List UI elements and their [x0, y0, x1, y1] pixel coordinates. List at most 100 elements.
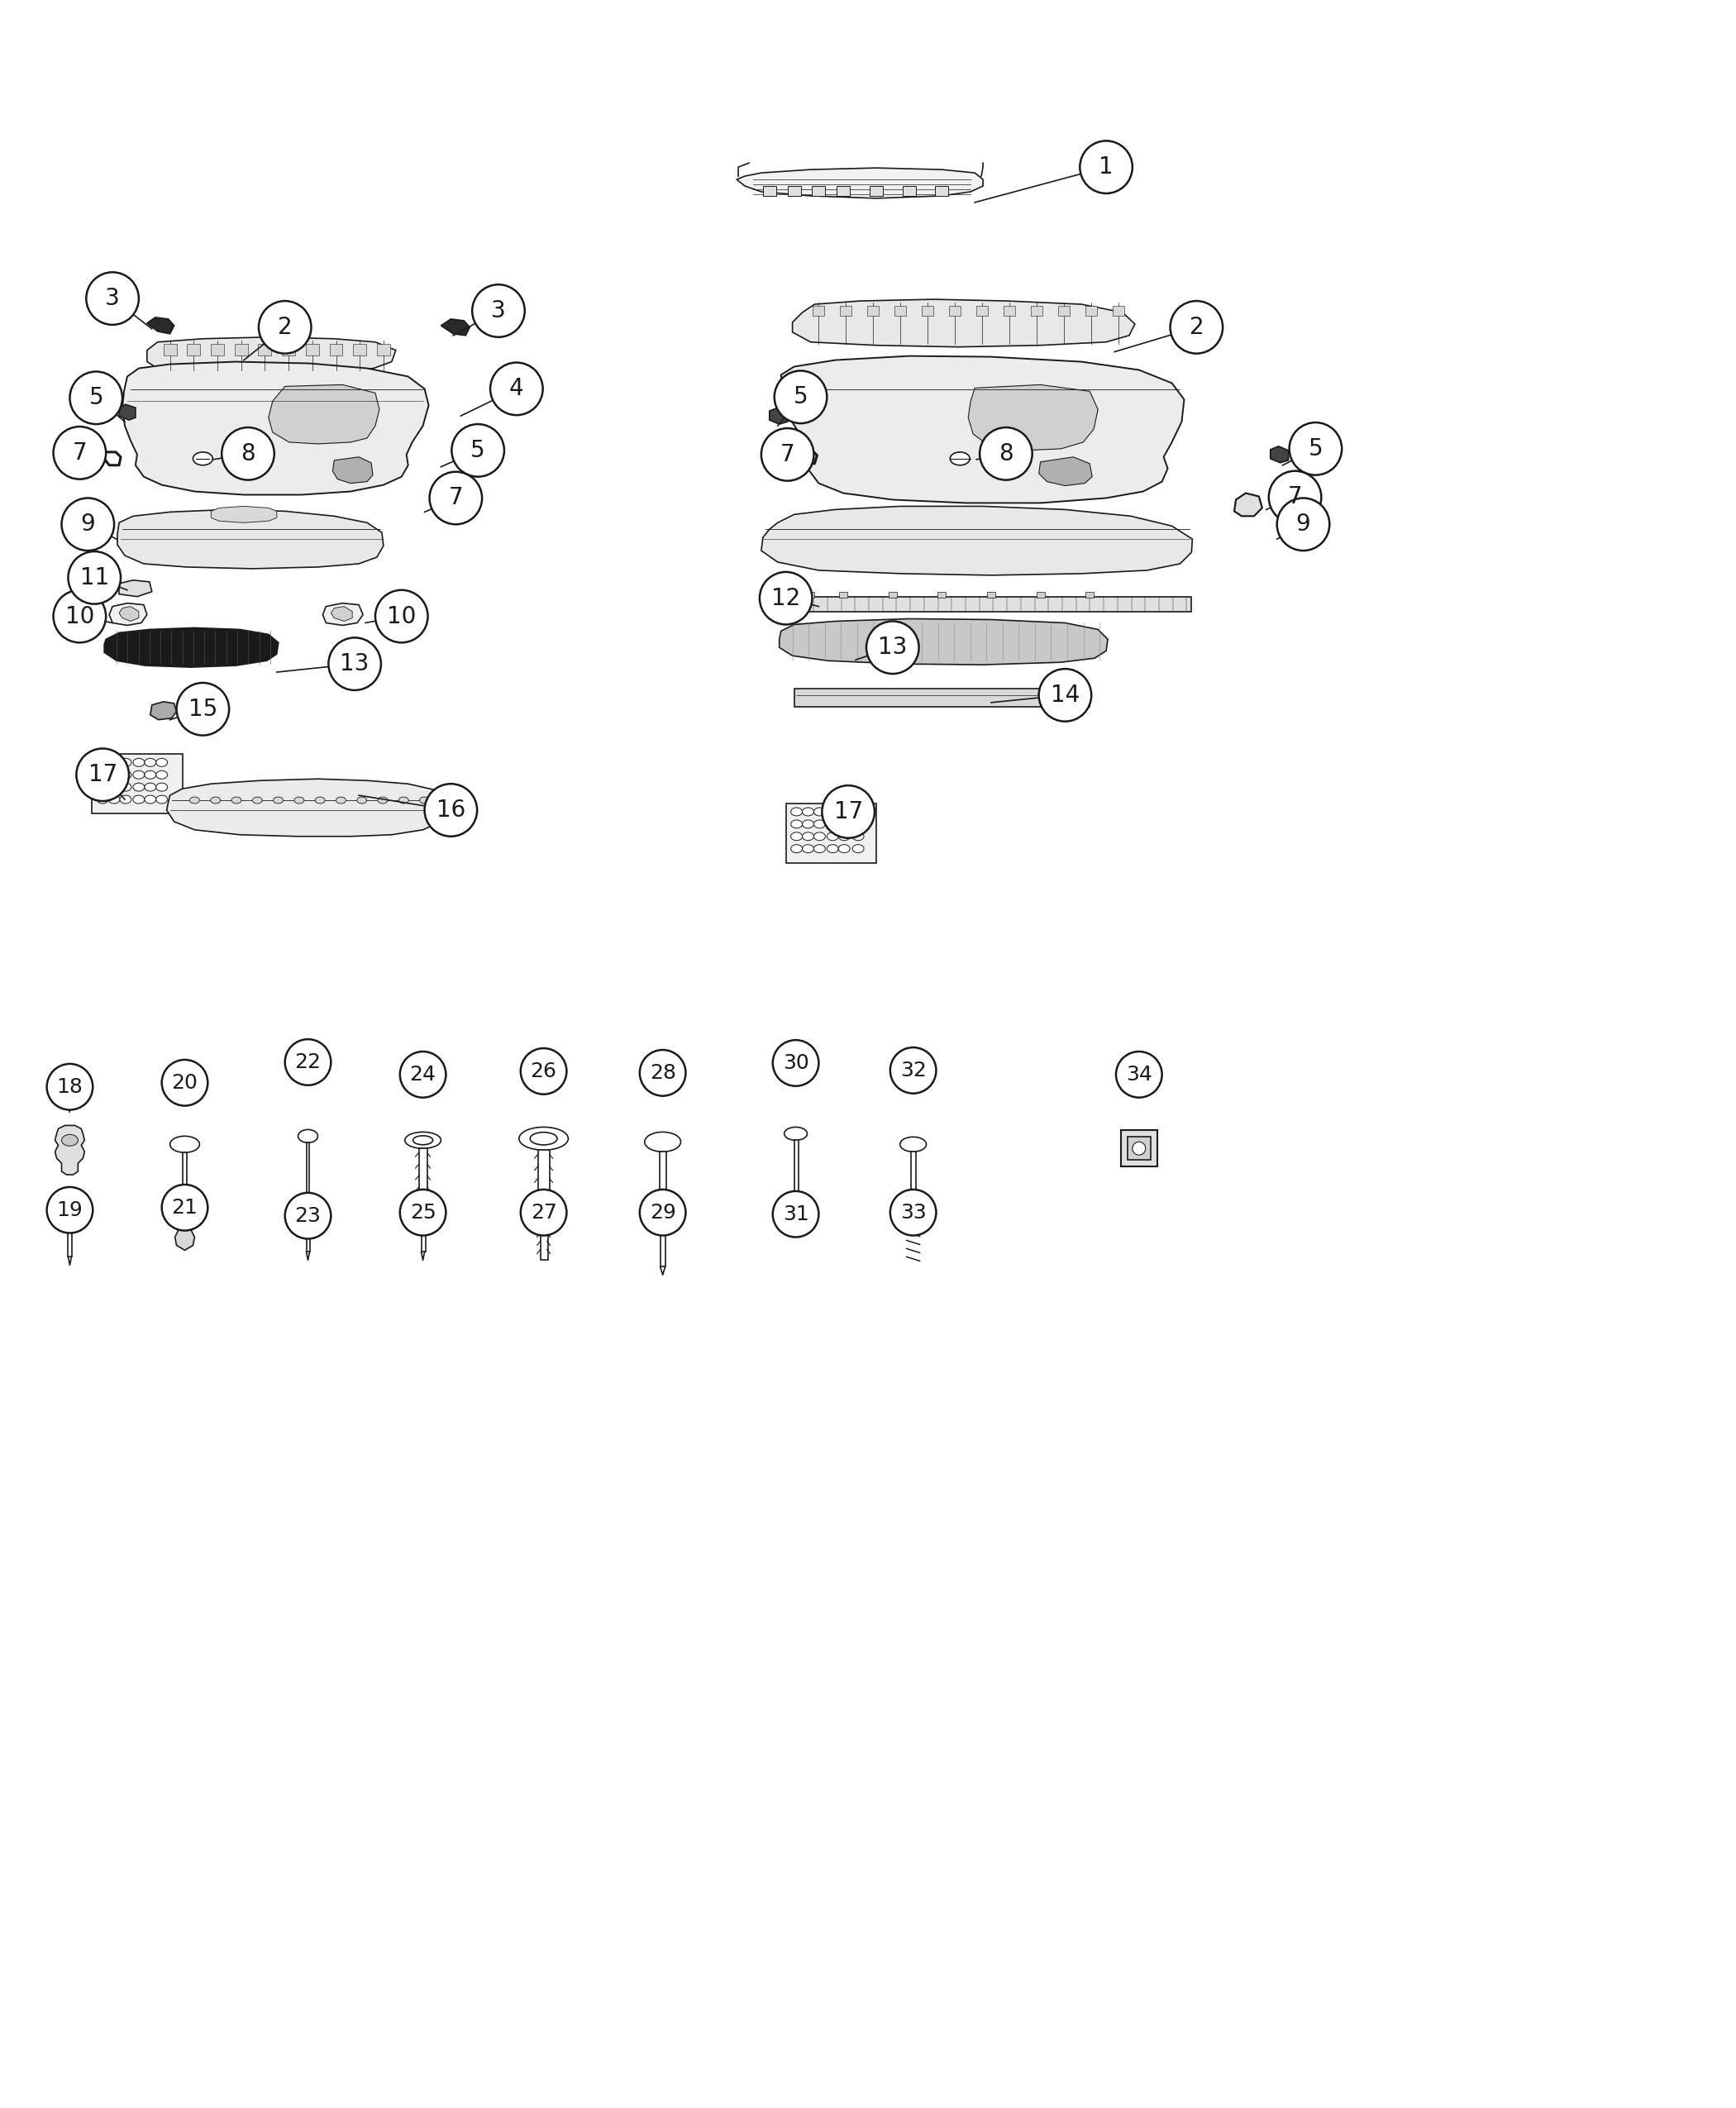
Ellipse shape [420, 797, 429, 803]
Ellipse shape [97, 772, 108, 778]
Text: 12: 12 [771, 586, 800, 609]
Ellipse shape [814, 820, 825, 828]
Bar [281, 344, 295, 354]
Text: 5: 5 [470, 438, 486, 462]
Polygon shape [1038, 457, 1092, 485]
Text: 9: 9 [1295, 512, 1311, 535]
Polygon shape [174, 1195, 196, 1250]
Bar [306, 1218, 311, 1252]
Circle shape [68, 552, 122, 605]
Ellipse shape [156, 772, 167, 778]
Bar [1113, 306, 1125, 316]
Bar [352, 344, 366, 354]
Ellipse shape [97, 759, 108, 767]
Bar [812, 186, 825, 196]
Polygon shape [148, 318, 174, 333]
Ellipse shape [108, 772, 120, 778]
Bar [538, 1151, 549, 1202]
Ellipse shape [838, 833, 851, 841]
Ellipse shape [1132, 1143, 1146, 1155]
Ellipse shape [792, 820, 802, 828]
Circle shape [866, 622, 918, 675]
Polygon shape [779, 620, 1108, 664]
Bar [306, 1143, 309, 1204]
Text: 31: 31 [783, 1204, 809, 1225]
Text: 15: 15 [187, 698, 217, 721]
Circle shape [161, 1060, 208, 1107]
Circle shape [1278, 497, 1330, 550]
Circle shape [891, 1189, 936, 1235]
Circle shape [54, 590, 106, 643]
Ellipse shape [302, 1210, 314, 1218]
Bar [937, 592, 946, 597]
Ellipse shape [826, 820, 838, 828]
Bar [1036, 592, 1045, 597]
Bar [838, 592, 847, 597]
Bar [1085, 306, 1097, 316]
Text: 10: 10 [64, 605, 94, 628]
Ellipse shape [144, 759, 156, 767]
Circle shape [521, 1048, 566, 1094]
Bar [950, 306, 960, 316]
Text: 4: 4 [509, 377, 524, 401]
Ellipse shape [193, 451, 214, 466]
Ellipse shape [120, 759, 132, 767]
Text: 14: 14 [1050, 683, 1080, 706]
Text: 29: 29 [649, 1202, 675, 1223]
Ellipse shape [838, 820, 851, 828]
Polygon shape [56, 1126, 85, 1174]
Text: 9: 9 [80, 512, 95, 535]
Ellipse shape [950, 451, 970, 466]
Ellipse shape [415, 1208, 431, 1218]
Text: 7: 7 [1288, 485, 1302, 508]
Bar [903, 186, 915, 196]
Text: 25: 25 [410, 1202, 436, 1223]
Ellipse shape [61, 1208, 78, 1221]
Bar [812, 306, 825, 316]
Ellipse shape [97, 795, 108, 803]
Text: 24: 24 [410, 1065, 436, 1084]
Bar [1059, 306, 1069, 316]
Bar [210, 344, 224, 354]
Bar [418, 1149, 427, 1197]
Circle shape [891, 1048, 936, 1094]
Bar [234, 344, 248, 354]
Bar [793, 1140, 799, 1208]
Text: 21: 21 [172, 1197, 198, 1218]
Circle shape [773, 1039, 819, 1086]
Polygon shape [792, 299, 1135, 348]
Circle shape [429, 472, 483, 525]
Circle shape [1080, 141, 1132, 194]
Ellipse shape [802, 845, 814, 854]
Text: 13: 13 [340, 651, 370, 675]
Bar [660, 1151, 667, 1210]
Circle shape [399, 1189, 446, 1235]
Ellipse shape [170, 1136, 200, 1153]
Circle shape [177, 683, 229, 736]
Text: 27: 27 [531, 1202, 557, 1223]
Circle shape [1290, 422, 1342, 474]
Bar [889, 592, 898, 597]
Bar [868, 306, 878, 316]
Ellipse shape [826, 833, 838, 841]
Bar [377, 344, 391, 354]
Ellipse shape [120, 795, 132, 803]
Ellipse shape [404, 1132, 441, 1149]
Ellipse shape [337, 797, 345, 803]
Text: 17: 17 [89, 763, 118, 786]
Bar [187, 344, 200, 354]
Bar [894, 306, 906, 316]
Bar [1121, 1130, 1158, 1166]
Text: 20: 20 [172, 1073, 198, 1092]
Bar [762, 186, 776, 196]
Polygon shape [109, 603, 148, 626]
Text: 2: 2 [1189, 316, 1203, 339]
Polygon shape [122, 363, 429, 495]
Ellipse shape [378, 797, 387, 803]
Circle shape [639, 1050, 686, 1096]
Bar [807, 592, 814, 597]
Bar [660, 1221, 665, 1267]
Ellipse shape [134, 772, 144, 778]
Ellipse shape [108, 782, 120, 790]
Circle shape [773, 1191, 819, 1237]
